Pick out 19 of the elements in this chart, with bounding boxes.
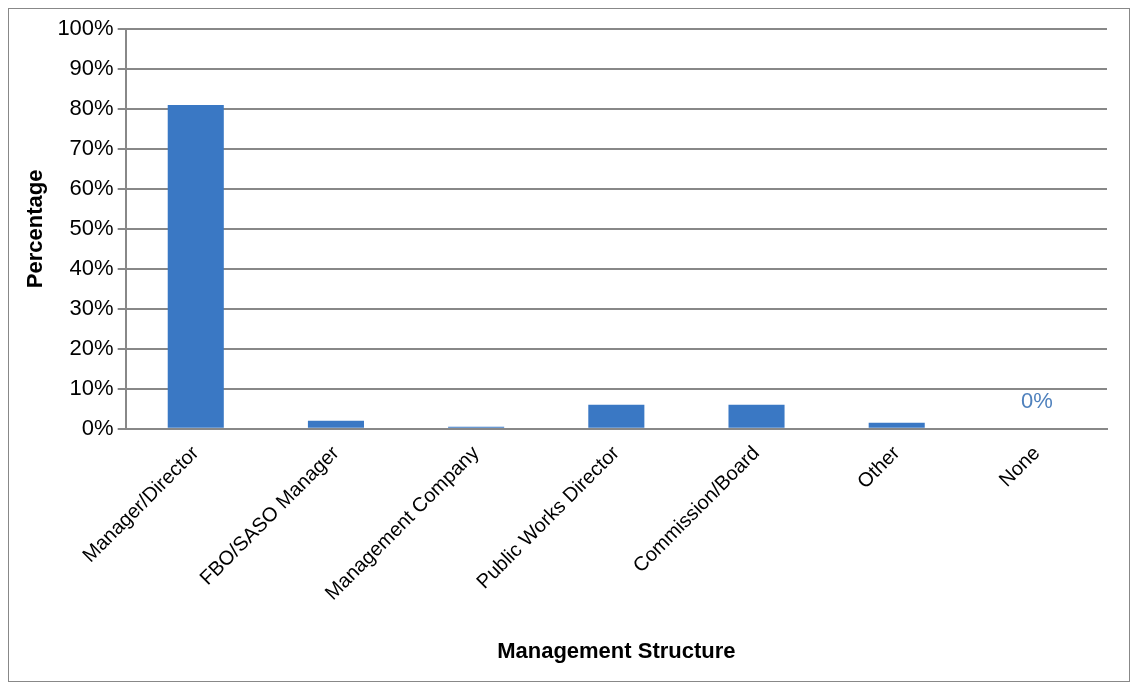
bar xyxy=(307,420,364,428)
data-label: 0% xyxy=(1021,387,1053,413)
y-tick-label: 50% xyxy=(69,214,114,240)
y-tick-label: 70% xyxy=(69,134,114,160)
y-tick-label: 90% xyxy=(69,55,114,81)
y-tick-label: 30% xyxy=(69,294,114,320)
y-tick-label: 80% xyxy=(69,94,114,120)
bar xyxy=(167,104,224,428)
y-tick-label: 20% xyxy=(69,334,114,360)
bar xyxy=(588,404,645,428)
y-tick-label: 60% xyxy=(69,174,114,200)
bar xyxy=(868,422,925,428)
bar xyxy=(728,404,785,428)
y-tick-label: 100% xyxy=(57,15,114,41)
y-axis-title: Percentage xyxy=(22,169,48,289)
y-tick-label: 40% xyxy=(69,254,114,280)
y-tick-label: 0% xyxy=(81,414,114,440)
x-axis-title: Management Structure xyxy=(497,637,736,663)
y-tick-label: 10% xyxy=(69,374,114,400)
